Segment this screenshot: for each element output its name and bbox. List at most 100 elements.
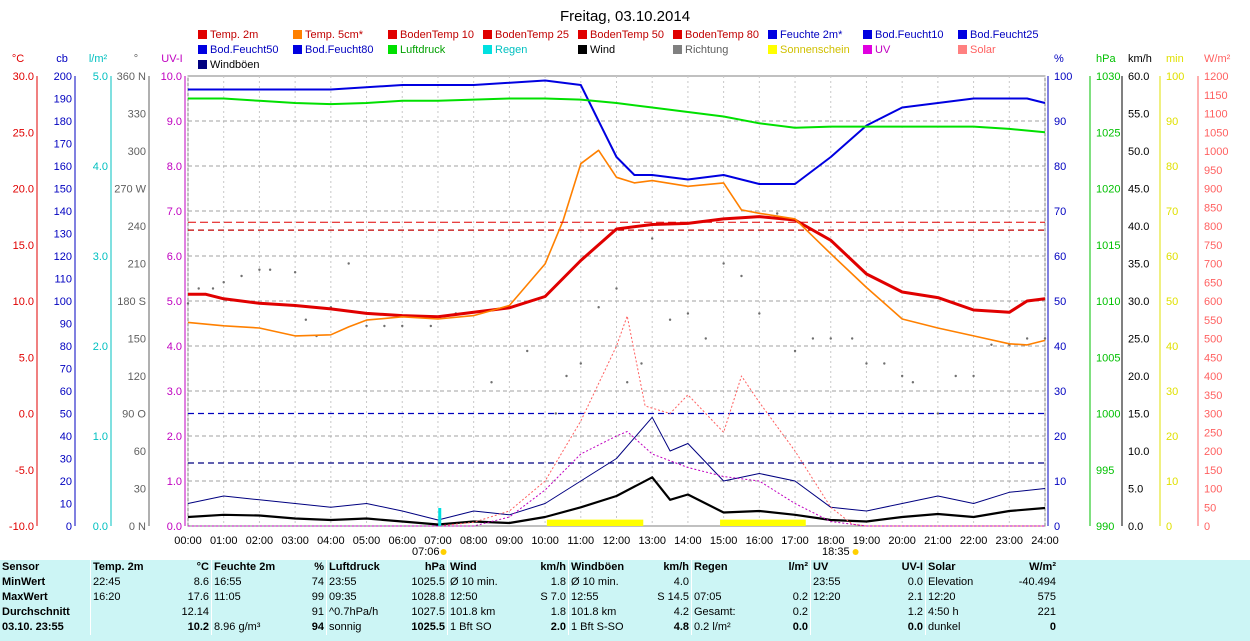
legend-swatch (673, 45, 682, 54)
direction-point (365, 324, 368, 328)
axis-tick-label: 80 (1054, 161, 1066, 173)
direction-point (293, 271, 297, 274)
luft-time: ^0.7hPa/h (326, 605, 399, 620)
axis-unit-label: min (1166, 53, 1184, 65)
luft-time: 23:55 (326, 575, 399, 590)
legend-swatch (483, 30, 492, 39)
sunshine-period (546, 519, 644, 526)
axis-tick-label: 2.0 (93, 341, 108, 353)
direction-point (597, 306, 600, 309)
solar-time: 12:20 (925, 590, 998, 605)
axis-tick-label: 1150 (1204, 90, 1228, 102)
header-wind: Wind (447, 560, 518, 575)
axis-tick-label: 500 (1204, 334, 1222, 346)
axis-tick-label: 1005 (1096, 352, 1120, 364)
x-tick-label: 24:00 (1031, 535, 1059, 547)
direction-point (1043, 337, 1047, 340)
boen-time: Ø 10 min. (568, 575, 643, 590)
axis-tick-label: 40 (1054, 341, 1066, 353)
regen-value (766, 575, 811, 590)
series-line-feuchte-2m (188, 79, 1046, 185)
feuchte-value: 74 (311, 576, 324, 588)
axis-tick-label: 700 (1204, 259, 1222, 271)
x-tick-label: 18:00 (817, 535, 845, 547)
boen-time: 101.8 km (568, 605, 643, 620)
axis-tick-label: 3.0 (167, 386, 182, 398)
regen-time (691, 575, 766, 590)
axis-tick-label: 0 (1204, 521, 1210, 533)
axis-tick-label: 15.0 (1128, 409, 1149, 421)
header-regen: Regen (691, 560, 766, 575)
legend-swatch (863, 30, 872, 39)
regen-time: 0.2 l/m² (691, 620, 766, 635)
wind-value: 1.8 (550, 606, 566, 618)
direction-point (900, 374, 904, 378)
direction-point (865, 362, 868, 365)
axis-tick-label: 300 (128, 146, 146, 158)
axis-tick-label: 360 N (117, 71, 146, 83)
axis-tick-label: 1000 (1096, 409, 1120, 421)
x-tick-label: 20:00 (888, 535, 916, 547)
axis-tick-label: 20 (1054, 431, 1066, 443)
axis-tick-label: 40 (60, 431, 72, 443)
axis-tick-label: 60 (1166, 251, 1178, 263)
axis-tick-label: 10.0 (161, 71, 182, 83)
legend-swatch (958, 30, 967, 39)
direction-point (722, 262, 725, 265)
boen-value: 4.2 (673, 606, 689, 618)
axis-tick-label: 10 (1166, 476, 1178, 488)
axis-tick-label: 140 (54, 206, 72, 218)
legend-label: Richtung (685, 44, 728, 56)
axis-tick-label: 4.0 (167, 341, 182, 353)
axis-tick-label: 100 (54, 296, 72, 308)
axis-tick-label: 40.0 (1128, 221, 1149, 233)
sunrise-icon (440, 549, 447, 555)
header-feuchte: Feuchte 2m (211, 560, 286, 575)
header-boen-unit: km/h (663, 561, 689, 573)
right-axes: %1009080706050403020100hPa10301025102010… (1047, 53, 1231, 533)
left-axes: °C 30.0 25.0 20.0 15.0 10.0 5.0 0.0 -5.0 -10.0 cb 2… (9, 53, 186, 533)
chart-title: Freitag, 03.10.2014 (560, 8, 690, 25)
axis-tick-label: 950 (1204, 165, 1222, 177)
axis-tick-label: 50.0 (1128, 146, 1149, 158)
direction-point (526, 349, 529, 353)
feuchte-value: 99 (311, 591, 324, 603)
wind-time: Ø 10 min. (447, 575, 518, 590)
x-tick-label: 16:00 (746, 535, 774, 547)
uv-time (810, 620, 885, 635)
direction-point (304, 318, 308, 321)
axis-unit-label: l/m² (89, 53, 108, 65)
feuchte-value: 94 (311, 621, 324, 633)
axis-tick-label: 1050 (1204, 127, 1228, 139)
temp-time: 16:20 (90, 590, 175, 605)
direction-point (972, 374, 975, 378)
axis-tick-label: 120 (54, 251, 72, 263)
direction-point (222, 281, 225, 284)
axis-tick-label: 250 (1204, 427, 1222, 439)
legend-label: Temp. 5cm* (305, 29, 364, 41)
axis-unit-label: °C (12, 53, 24, 65)
axis-tick-label: 120 (128, 371, 146, 383)
axis-tick-label: 20.0 (13, 184, 34, 196)
axis-tick-label: 0.0 (167, 521, 182, 533)
summary-row-avg: Durchschnitt 12.14 91 ^0.7hPa/h 1027.5 1… (0, 605, 1058, 620)
header-temp-unit: °C (196, 561, 209, 573)
uv-value: 2.1 (907, 591, 923, 603)
axis-tick-label: 1010 (1096, 296, 1120, 308)
axis-tick-label: 0 (1166, 521, 1172, 533)
axis-tick-label: 5.0 (19, 352, 34, 364)
legend-swatch (388, 30, 397, 39)
legend-swatch (483, 45, 492, 54)
axis-unit-label: % (1054, 53, 1064, 65)
boen-time: 1 Bft S-SO (568, 620, 643, 635)
legend-swatch (768, 45, 777, 54)
legend-label: Windböen (210, 59, 260, 71)
series-line-uv (188, 431, 1045, 527)
wind-time: 101.8 km (447, 605, 518, 620)
rain-bar (438, 508, 442, 526)
summary-row-current: 03.10. 23:55 10.2 8.96 g/m³ 94 sonnig 10… (0, 620, 1058, 635)
legend-swatch (768, 30, 777, 39)
axis-unit-label: UV-I (161, 53, 182, 65)
uv-time: 23:55 (810, 575, 885, 590)
luft-time: 09:35 (326, 590, 399, 605)
